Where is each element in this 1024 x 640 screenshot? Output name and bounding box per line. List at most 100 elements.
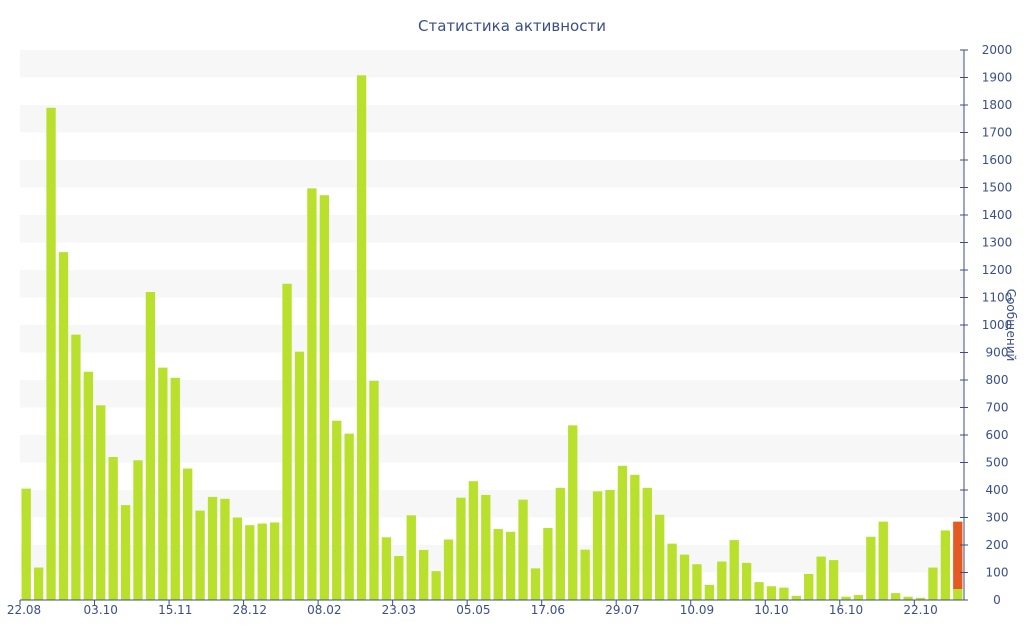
y-tick-label: 1700 <box>982 126 1013 140</box>
bar <box>878 521 888 600</box>
bar <box>903 596 913 600</box>
x-tick-label: 10.10 <box>754 603 788 617</box>
bar <box>555 487 565 600</box>
bar <box>443 539 454 600</box>
y-tick-label: 500 <box>986 456 1009 470</box>
grid-band <box>20 50 964 78</box>
bar <box>617 465 628 600</box>
x-tick-label: 05.05 <box>456 603 490 617</box>
grid-bands <box>20 50 964 573</box>
y-tick-label: 1900 <box>982 71 1013 85</box>
bar <box>406 515 416 600</box>
bar-highlight <box>953 521 963 589</box>
bar <box>220 498 230 600</box>
x-tick-label: 10.09 <box>680 603 714 617</box>
x-axis-ticks: 22.08 03.10 15.11 28.12 08.02 23.03 05.05 17.06… <box>7 600 938 617</box>
bar <box>741 562 752 600</box>
bar <box>282 283 292 600</box>
y-axis-title: Сообщений <box>1004 289 1018 362</box>
bar <box>96 405 106 600</box>
bar <box>71 334 81 600</box>
bar <box>245 525 255 600</box>
bar <box>394 556 404 600</box>
bar <box>679 554 690 600</box>
bar <box>915 597 926 600</box>
bar <box>120 505 131 600</box>
y-tick-label: 700 <box>986 401 1009 415</box>
x-tick-label: 29.07 <box>605 603 639 617</box>
bar <box>754 582 764 600</box>
bar <box>804 573 814 600</box>
y-tick-label: 900 <box>986 346 1009 360</box>
bar <box>580 549 590 600</box>
bar <box>692 564 702 600</box>
y-tick-label: 800 <box>986 373 1009 387</box>
bar <box>468 481 479 600</box>
grid-band <box>20 270 964 298</box>
bar <box>58 252 69 600</box>
bar <box>456 497 466 600</box>
bar <box>729 540 739 600</box>
grid-band <box>20 105 964 133</box>
bar <box>791 595 801 600</box>
y-axis-ticks: 0 100 200 300 400 500 600 700 800 900 1000 1100 1200… <box>960 43 1012 607</box>
bar <box>816 556 826 600</box>
y-tick-label: 1300 <box>982 236 1013 250</box>
x-tick-label: 28.12 <box>233 603 267 617</box>
bar <box>232 517 243 600</box>
bar <box>828 560 839 600</box>
bar <box>642 487 652 600</box>
bar <box>928 567 938 600</box>
bar <box>841 596 851 600</box>
bar <box>257 523 267 600</box>
bar <box>717 561 727 600</box>
x-tick-label: 23.03 <box>382 603 416 617</box>
x-tick-label: 03.10 <box>84 603 118 617</box>
y-tick-label: 1500 <box>982 181 1013 195</box>
bar <box>518 499 528 600</box>
bar-base <box>953 589 963 600</box>
x-tick-label: 17.06 <box>531 603 565 617</box>
bar <box>356 75 367 601</box>
x-tick-label: 08.02 <box>307 603 341 617</box>
bar <box>866 536 876 600</box>
y-tick-label: 200 <box>986 538 1009 552</box>
y-tick-label: 1200 <box>982 263 1013 277</box>
bar <box>779 587 789 600</box>
y-tick-label: 1100 <box>982 291 1013 305</box>
bar <box>419 549 429 600</box>
bar <box>46 107 56 600</box>
bar <box>530 568 541 600</box>
bar <box>568 425 578 600</box>
bar <box>766 586 777 600</box>
bar <box>891 593 901 600</box>
y-tick-label: 1400 <box>982 208 1013 222</box>
x-tick-label: 15.11 <box>158 603 192 617</box>
y-tick-label: 1800 <box>982 98 1013 112</box>
bar <box>170 377 180 600</box>
bar <box>207 496 218 600</box>
y-tick-label: 300 <box>986 511 1009 525</box>
bar <box>108 457 118 600</box>
y-tick-label: 1000 <box>982 318 1013 332</box>
bar <box>145 292 156 600</box>
x-tick-label: 22.08 <box>7 603 41 617</box>
chart-title: Статистика активности <box>418 17 606 35</box>
bar <box>344 433 354 600</box>
bar <box>431 571 441 600</box>
bar <box>630 474 640 600</box>
bar <box>195 510 205 600</box>
bar <box>369 380 379 600</box>
y-tick-label: 1600 <box>982 153 1013 167</box>
y-tick-label: 100 <box>986 566 1009 580</box>
bar <box>940 530 951 600</box>
bar <box>704 584 715 600</box>
bar <box>269 522 280 600</box>
grid-band <box>20 215 964 243</box>
bar <box>294 351 305 600</box>
y-tick-label: 0 <box>993 593 1001 607</box>
bar <box>21 488 31 600</box>
y-tick-label: 600 <box>986 428 1009 442</box>
bar <box>381 537 392 600</box>
